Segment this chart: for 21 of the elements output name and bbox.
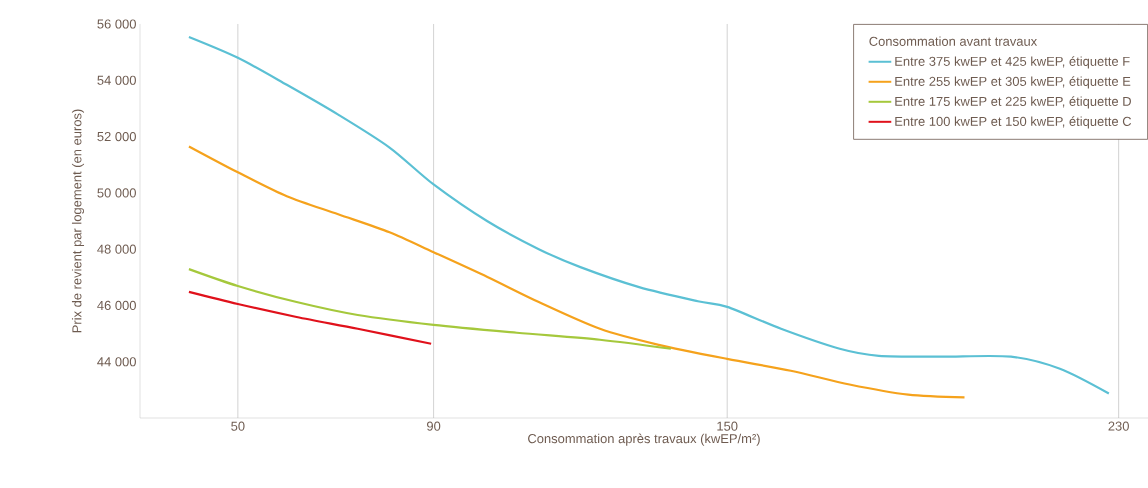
line-series (187, 290, 433, 345)
x-tick-label: 230 (1108, 421, 1129, 431)
line-series (187, 145, 966, 399)
legend-label: Entre 255 kwEP et 305 kwEP, étiquette E (895, 76, 1131, 89)
y-tick-label: 56 000 (97, 19, 136, 29)
line-series (187, 268, 673, 350)
y-tick-label: 48 000 (97, 244, 136, 254)
y-tick-label: 52 000 (97, 131, 136, 142)
y-axis-title: Prix de revient par logement (en euros) (71, 109, 85, 333)
y-tick-label: 50 000 (97, 188, 136, 198)
legend-label: Entre 100 kwEP et 150 kwEP, étiquette C (895, 116, 1132, 129)
x-tick-label: 150 (717, 421, 738, 431)
y-tick-label: 44 000 (97, 357, 136, 367)
legend-title: Consommation avant travaux (869, 36, 1038, 46)
y-tick-label: 46 000 (97, 300, 136, 311)
x-tick-label: 50 (231, 421, 245, 431)
x-axis-title: Consommation après travaux (kwEP/m²) (528, 433, 760, 446)
y-tick-label: 54 000 (97, 75, 136, 85)
legend-label: Entre 375 kwEP et 425 kwEP, étiquette F (895, 56, 1130, 69)
x-tick-label: 90 (427, 421, 441, 431)
legend-label: Entre 175 kwEP et 225 kwEP, étiquette D (895, 96, 1131, 109)
